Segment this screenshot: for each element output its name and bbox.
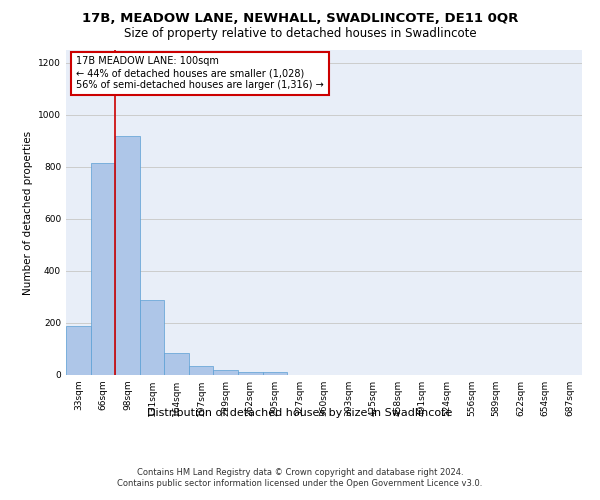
Text: Distribution of detached houses by size in Swadlincote: Distribution of detached houses by size …	[148, 408, 452, 418]
Text: Contains HM Land Registry data © Crown copyright and database right 2024.
Contai: Contains HM Land Registry data © Crown c…	[118, 468, 482, 487]
Bar	[140, 300, 164, 375]
Bar	[164, 353, 189, 375]
Text: Size of property relative to detached houses in Swadlincote: Size of property relative to detached ho…	[124, 28, 476, 40]
Bar	[115, 136, 140, 375]
Bar	[238, 372, 263, 375]
Bar	[66, 326, 91, 375]
Bar	[263, 372, 287, 375]
Bar	[214, 370, 238, 375]
Text: 17B MEADOW LANE: 100sqm
← 44% of detached houses are smaller (1,028)
56% of semi: 17B MEADOW LANE: 100sqm ← 44% of detache…	[76, 56, 324, 90]
Bar	[91, 163, 115, 375]
Y-axis label: Number of detached properties: Number of detached properties	[23, 130, 32, 294]
Bar	[189, 366, 214, 375]
Text: 17B, MEADOW LANE, NEWHALL, SWADLINCOTE, DE11 0QR: 17B, MEADOW LANE, NEWHALL, SWADLINCOTE, …	[82, 12, 518, 26]
